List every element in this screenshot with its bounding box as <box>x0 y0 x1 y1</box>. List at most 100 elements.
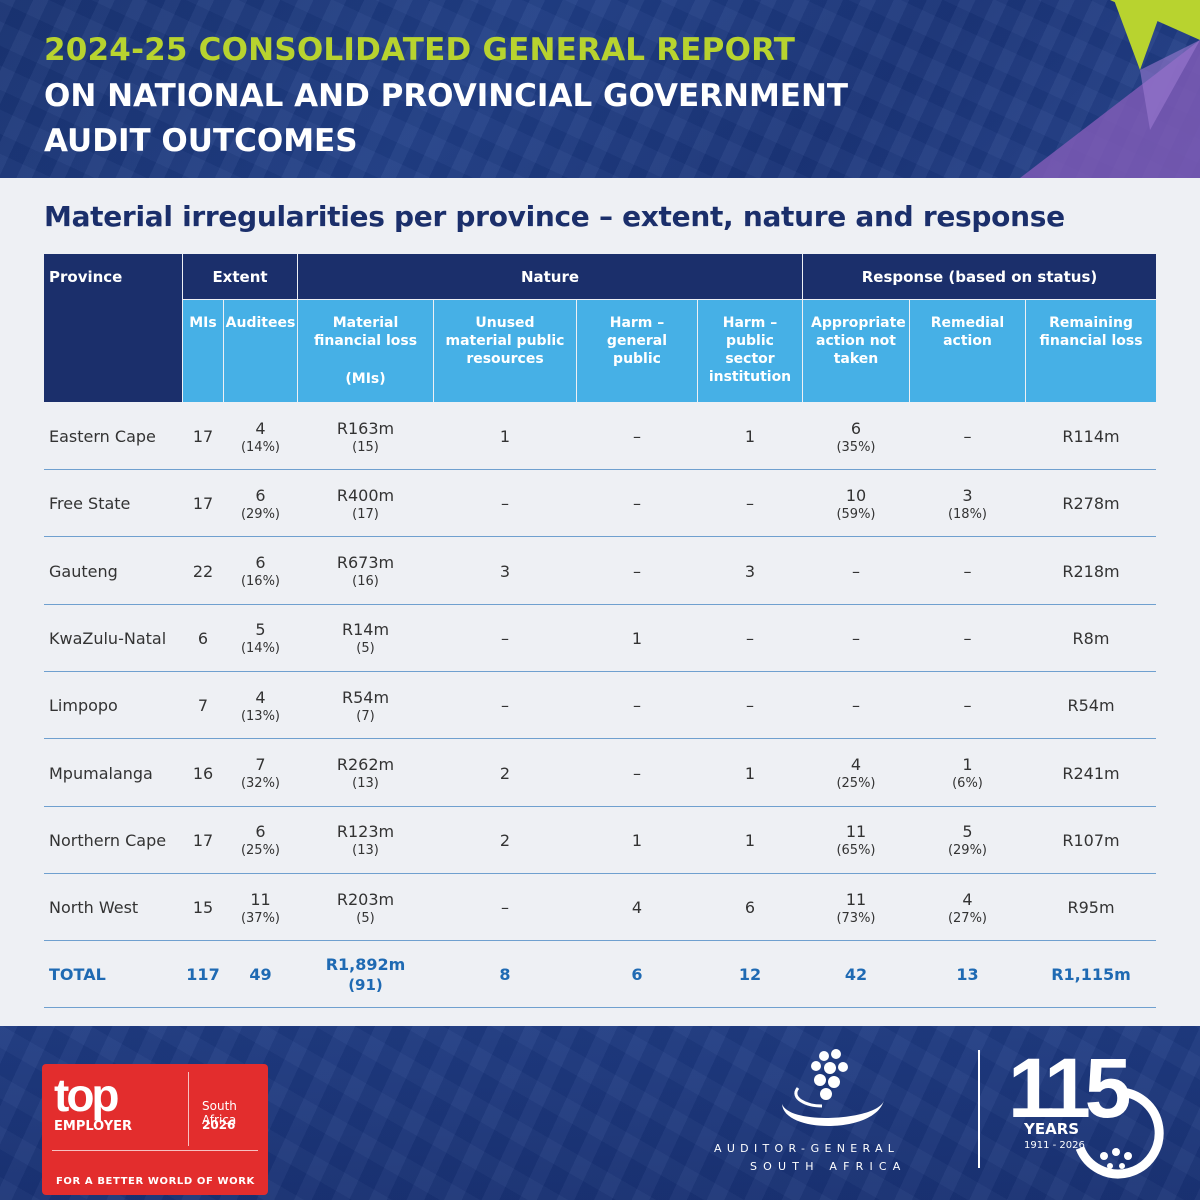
cell-value: R241m <box>1062 763 1120 783</box>
cell-value: Eastern Cape <box>49 427 156 446</box>
cell-value: – <box>963 561 972 581</box>
cell-mfl: R123m (13) <box>298 807 433 874</box>
cell-value: R218m <box>1062 561 1120 581</box>
cell-auditees: 7 (32%) <box>224 740 297 807</box>
cell-action: 6 (35%) <box>803 403 909 470</box>
badge-employer: EMPLOYER <box>54 1119 133 1134</box>
cell-value: 17 <box>192 494 214 514</box>
cell-mis: 22 <box>183 538 223 605</box>
table-row: Limpopo 7 4 (13%) R54m (7) – – – – – R54m <box>44 672 1156 740</box>
cell-subvalue: (16%) <box>240 574 281 590</box>
cell-mis: 17 <box>183 470 223 537</box>
cell-remaining: R1,115m <box>1026 941 1156 1008</box>
cell-mis: 16 <box>183 740 223 807</box>
cell-value: 5 <box>962 822 973 842</box>
cell-value: 12 <box>738 965 762 985</box>
cell-value: 6 <box>850 418 862 438</box>
cell-subvalue: (37%) <box>240 910 281 926</box>
cell-value: – <box>501 696 509 716</box>
page-footer: top EMPLOYER South Africa 2026 FOR A BET… <box>0 1026 1200 1200</box>
cell-value: R114m <box>1062 427 1120 446</box>
cell-value: Limpopo <box>49 696 118 716</box>
subheader-mfl: Material financial loss (MIs) <box>298 300 433 402</box>
header-response-label: Response (based on status) <box>861 267 1098 286</box>
footer-divider <box>978 1050 980 1168</box>
cell-action: 11 (65%) <box>803 807 909 874</box>
cell-value: – <box>852 696 860 716</box>
cell-subvalue: (27%) <box>947 910 988 926</box>
cell-harm-sector: 1 <box>698 740 802 807</box>
table-row: Mpumalanga 16 7 (32%) R262m (13) 2 – 1 4 (25%) 1 (6%… <box>44 740 1156 807</box>
cell-value: 2 <box>499 830 511 850</box>
cell-value: R262m <box>336 755 395 774</box>
cell-auditees: 6 (29%) <box>224 470 297 537</box>
report-header: 2024-25 CONSOLIDATED GENERAL REPORT ON N… <box>0 0 1200 178</box>
cell-subvalue: (25%) <box>836 776 876 791</box>
cell-remaining: R218m <box>1026 538 1156 605</box>
cell-harm-public: – <box>577 672 697 739</box>
cell-value: – <box>963 696 972 716</box>
cell-action: 11 (73%) <box>803 874 909 941</box>
cell-value: – <box>633 494 641 514</box>
cell-value: 7 <box>197 696 209 716</box>
cell-value: 4 <box>631 898 643 918</box>
table-row: Free State 17 6 (29%) R400m (17) – – –10 (59%) 3 (1… <box>44 470 1156 538</box>
cell-remedial: – <box>910 605 1025 672</box>
cell-subvalue: (29%) <box>947 843 988 859</box>
cell-value: 6 <box>744 898 756 918</box>
cell-value: – <box>963 427 972 446</box>
cell-value: R163m <box>336 418 395 438</box>
cell-value: 49 <box>249 965 272 985</box>
cell-subvalue: (25%) <box>240 843 281 859</box>
header-nature-label: Nature <box>520 267 580 286</box>
cell-subvalue: (91) <box>348 976 383 995</box>
badge-top-word: top <box>54 1069 119 1121</box>
cell-subvalue: (17) <box>352 506 379 522</box>
cell-remedial: 3 (18%) <box>910 470 1025 537</box>
cell-value: Gauteng <box>49 561 118 581</box>
cell-subvalue: (13) <box>352 843 379 859</box>
cell-value: 11 <box>845 822 867 842</box>
cell-value: TOTAL <box>49 965 106 985</box>
cell-remaining: R54m <box>1026 672 1156 739</box>
cell-unused: 1 <box>434 403 576 470</box>
corner-graphic <box>1020 0 1200 178</box>
table-row: Eastern Cape 17 4 (14%) R163m (15) 1–1 6 (35%) – R… <box>44 403 1156 470</box>
header-province: Province <box>44 254 182 402</box>
cell-auditees: 6 (16%) <box>224 538 297 605</box>
cell-harm-public: 6 <box>577 941 697 1008</box>
cell-remaining: R8m <box>1026 605 1156 672</box>
cell-value: 10 <box>845 485 867 505</box>
cell-mfl: R203m (5) <box>298 874 433 941</box>
cell-value: – <box>633 427 641 446</box>
cell-action: 4 (25%) <box>803 740 909 807</box>
cell-harm-sector: 6 <box>698 874 802 941</box>
cell-value: R95m <box>1067 898 1115 918</box>
anniversary-number: 115 <box>1008 1041 1131 1135</box>
cell-subvalue: (7) <box>356 708 375 724</box>
cell-mfl: R14m (5) <box>298 605 433 672</box>
cell-remaining: R95m <box>1026 874 1156 941</box>
cell-subvalue: (13) <box>352 776 379 791</box>
cell-value: R203m <box>336 889 395 909</box>
cell-mis: 6 <box>183 605 223 672</box>
cell-mis: 17 <box>183 807 223 874</box>
cell-value: R673m <box>336 553 395 573</box>
auditor-general-logo-icon <box>782 1049 884 1127</box>
table-row: Gauteng 22 6 (16%) R673m (16) 3–3– – R218m <box>44 538 1156 605</box>
cell-value: 7 <box>255 755 266 774</box>
cell-subvalue: (18%) <box>947 506 988 522</box>
subheader-remedial: Remedial action <box>910 300 1025 402</box>
cell-value: 22 <box>192 561 214 581</box>
cell-value: R107m <box>1062 830 1120 850</box>
cell-value: R8m <box>1072 628 1110 648</box>
cell-remedial: – <box>910 672 1025 739</box>
cell-province: KwaZulu-Natal <box>44 605 182 672</box>
subheader-remaining-label: Remaining financial loss <box>1039 315 1143 349</box>
cell-remedial: 13 <box>910 941 1025 1008</box>
cell-value: – <box>852 561 860 581</box>
cell-harm-sector: – <box>698 605 802 672</box>
cell-value: 1 <box>744 763 756 783</box>
cell-action: 10 (59%) <box>803 470 909 537</box>
cell-value: – <box>501 628 509 648</box>
